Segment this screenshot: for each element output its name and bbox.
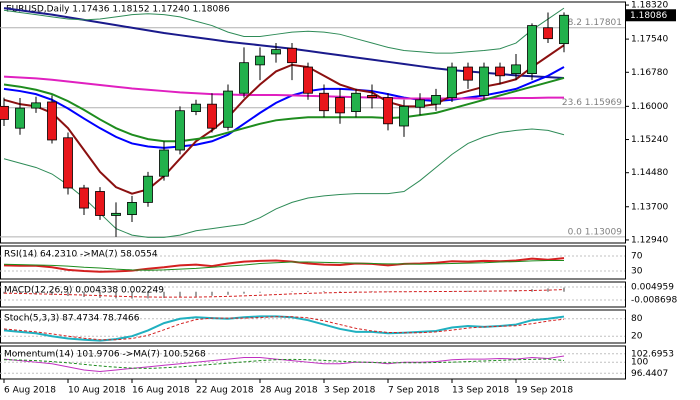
last-price-box [626,9,676,22]
x-tick-label: 13 Sep 2018 [452,386,509,396]
indicator-line [3,66,565,149]
fib-label: 38.2 1.17801 [562,18,622,28]
main-panel-frame [0,1,626,244]
x-tick-label: 7 Sep 2018 [388,386,440,396]
candle-body [47,101,57,141]
candle-body [559,14,569,45]
indicator-line [3,358,565,369]
y-tick-label: 20 [631,332,643,342]
y-tick-label: 1.14480 [631,168,668,178]
x-tick-label: 3 Sep 2018 [324,386,376,396]
indicator-panel-frame [0,245,626,280]
indicator-line [3,257,565,273]
indicator-line [3,315,565,342]
y-tick-label: 1.16000 [631,102,668,112]
candle-body [255,55,265,66]
indicator-line [3,7,565,54]
y-tick-label: 100 [631,358,648,368]
y-tick-label: -0.008698 [631,296,677,306]
candle-body [463,66,473,81]
y-tick-label: 102.6953 [631,349,674,359]
indicator-label: Momentum(14) 101.9706 ->MA(7) 100.5268 [4,350,206,360]
y-tick-label: 1.17540 [631,35,668,45]
indicator-line [3,259,565,271]
candle-body [319,92,329,112]
y-tick-label: 1.18320 [631,1,668,11]
candle-body [415,99,425,108]
indicator-line [3,289,565,298]
chart-title: EURUSD,Daily 1.17436 1.18152 1.17240 1.1… [6,5,230,15]
candle-body [0,105,9,120]
candle-body [351,92,361,112]
candle-body [15,107,25,129]
candle-body [95,191,105,216]
indicator-line [3,77,565,143]
candle-body [479,66,489,96]
candle-body [431,95,441,105]
y-tick-label: 30 [631,267,643,277]
candle-body [447,66,457,99]
candle-body [143,175,153,203]
candle-body [383,97,393,125]
candle-body [175,110,185,151]
y-tick-label: 80 [631,314,643,324]
candle-body [111,212,121,216]
x-tick-label: 22 Aug 2018 [196,386,254,396]
y-tick-label: 96.4407 [631,369,668,379]
last-price-label: 1.18086 [630,11,667,21]
x-tick-label: 16 Aug 2018 [132,386,190,396]
candle-body [495,66,505,77]
y-tick-label: 0.004959 [631,283,674,293]
indicator-label: MACD(12,26,9) 0.004338 0.002249 [4,286,164,296]
y-tick-label: 70 [631,252,643,262]
fib-label: 23.6 1.15969 [562,98,622,108]
candle-body [511,64,521,75]
candle-body [239,62,249,94]
candle-body [63,137,73,189]
indicator-line [3,128,565,238]
candle-body [31,102,41,109]
y-tick-label: 1.13700 [631,202,668,212]
x-tick-label: 28 Aug 2018 [260,386,318,396]
candle-body [335,97,345,114]
y-tick-label: 1.12940 [631,235,668,245]
candle-body [303,66,313,94]
candle-body [127,201,137,216]
fib-label: 0.0 1.13009 [568,227,623,237]
y-tick-label: 1.16780 [631,68,668,78]
candle-body [159,149,169,177]
x-tick-label: 19 Sep 2018 [516,386,573,396]
candle-body [367,95,377,99]
indicator-line [3,316,565,341]
x-tick-label: 6 Aug 2018 [4,386,56,396]
candle-body [191,103,201,112]
candle-body [223,90,233,128]
indicator-label: Stoch(5,3,3) 87.4734 78.7466 [4,314,140,324]
indicator-line [3,75,564,100]
candle-body [543,27,553,40]
candle-body [207,103,217,129]
y-tick-label: 1.15240 [631,135,668,145]
indicator-line [3,44,565,195]
candle-body [287,47,297,64]
indicator-panel-frame [0,309,626,344]
candle-body [271,49,281,55]
candle-body [527,25,537,75]
indicator-label: RSI(14) 64.2310 ->MA(7) 58.0554 [4,250,158,260]
indicator-panel-frame [0,281,626,308]
candle-body [79,187,89,209]
candle-body [399,105,409,127]
x-tick-label: 10 Aug 2018 [68,386,126,396]
